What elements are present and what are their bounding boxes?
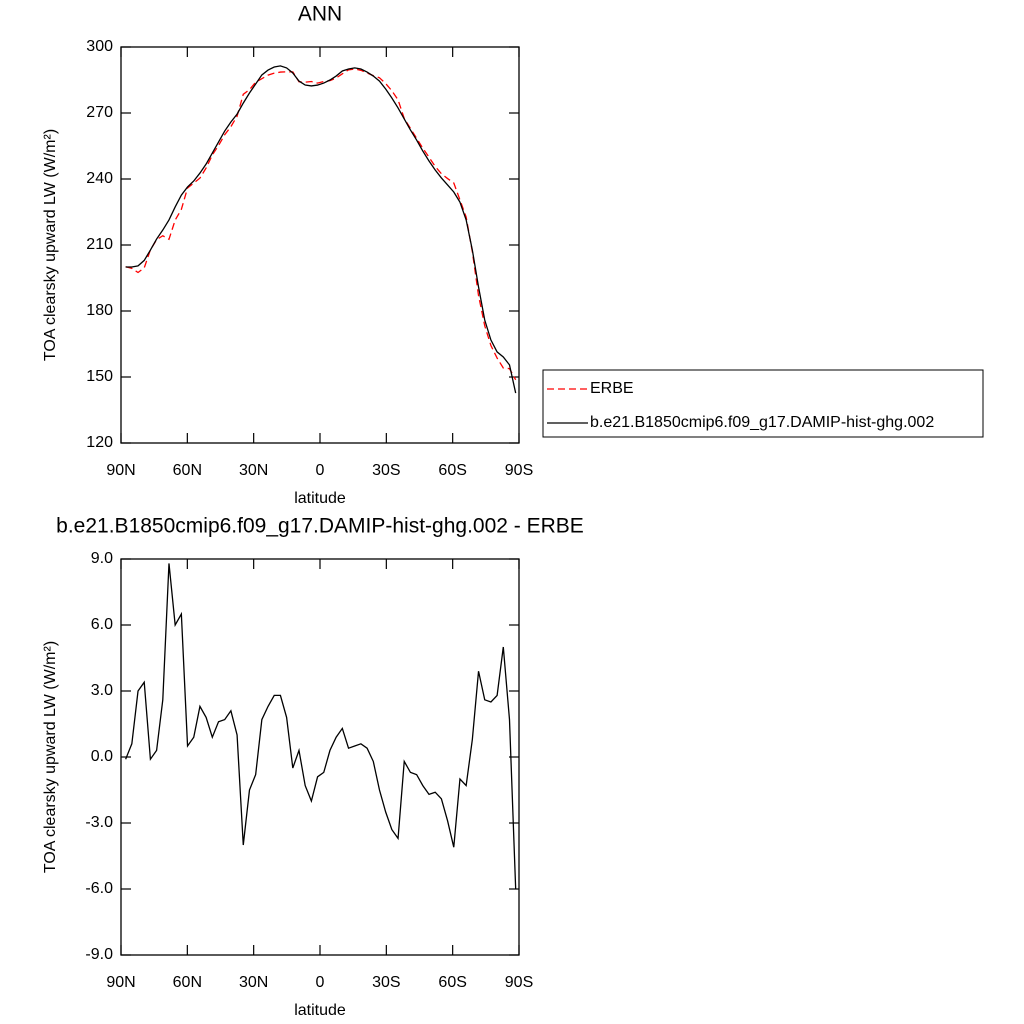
y-tick-label: 3.0 [91,682,113,699]
y-tick-label: -3.0 [85,814,113,831]
x-tick-label: 90N [106,974,135,991]
chart-title: ANN [298,3,342,26]
y-axis-label: TOA clearsky upward LW (W/m²) [42,641,59,873]
x-axis-label: latitude [294,490,346,507]
y-tick-label: 210 [86,236,113,253]
x-tick-label: 90S [505,974,533,991]
y-tick-label: 6.0 [91,616,113,633]
y-tick-label: 240 [86,170,113,187]
x-tick-label: 30N [239,974,268,991]
x-axis-label: latitude [294,1002,346,1019]
y-tick-label: 180 [86,302,113,319]
data-line [125,65,517,394]
x-tick-label: 0 [316,462,325,479]
data-line [125,68,517,381]
legend-box [542,369,984,438]
y-tick-label: 0.0 [91,748,113,765]
y-tick-label: 120 [86,434,113,451]
x-tick-label: 30S [372,974,400,991]
chart-title: b.e21.B1850cmip6.f09_g17.DAMIP-hist-ghg.… [56,515,584,538]
x-tick-label: 0 [316,974,325,991]
y-tick-label: 300 [86,38,113,55]
x-tick-label: 60N [173,462,202,479]
x-tick-label: 90N [106,462,135,479]
data-line [125,563,517,890]
x-tick-label: 60S [438,974,466,991]
x-tick-label: 90S [505,462,533,479]
y-tick-label: 9.0 [91,550,113,567]
y-tick-label: 150 [86,368,113,385]
plot-frame [120,46,520,444]
plot-frame [120,558,520,956]
legend-label: b.e21.B1850cmip6.f09_g17.DAMIP-hist-ghg.… [590,414,934,431]
y-tick-label: -6.0 [85,880,113,897]
x-tick-label: 60N [173,974,202,991]
y-axis-label: TOA clearsky upward LW (W/m²) [42,129,59,361]
y-tick-label: 270 [86,104,113,121]
legend-label: ERBE [590,380,634,397]
x-tick-label: 30S [372,462,400,479]
x-tick-label: 30N [239,462,268,479]
x-tick-label: 60S [438,462,466,479]
y-tick-label: -9.0 [85,946,113,963]
